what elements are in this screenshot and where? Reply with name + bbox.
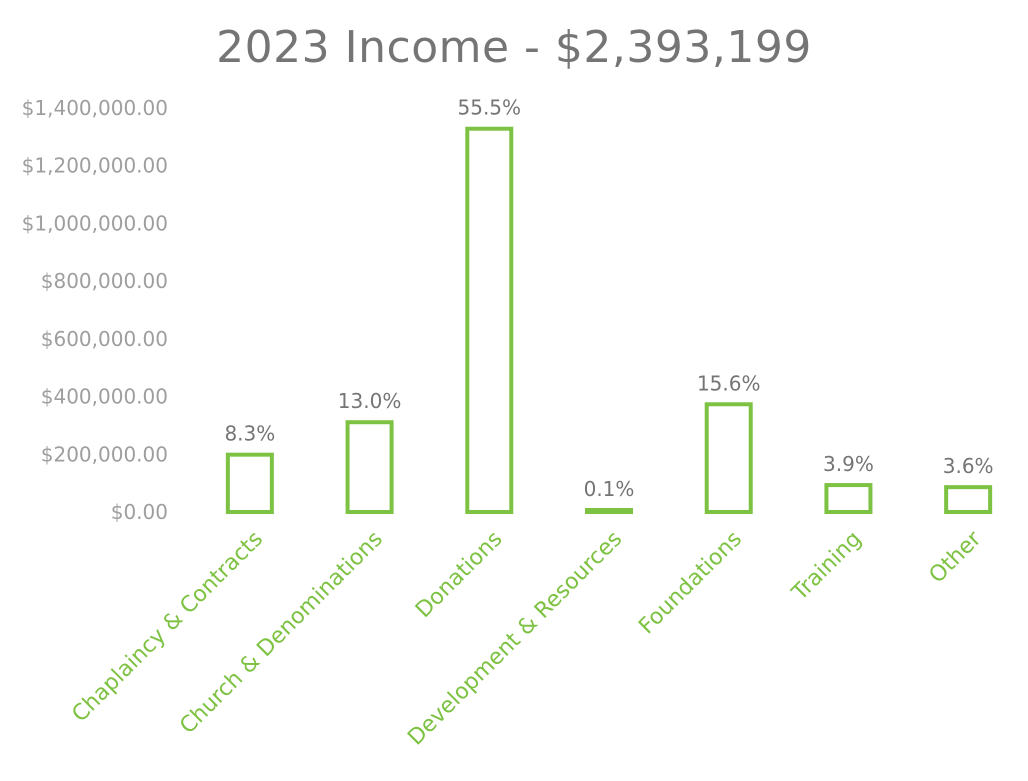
x-tick-label: Training	[787, 527, 867, 607]
y-tick-label: $200,000.00	[41, 442, 168, 466]
y-tick-label: $600,000.00	[41, 327, 168, 351]
data-label: 3.6%	[943, 454, 994, 478]
x-tick-label: Development & Resources	[403, 527, 627, 751]
data-label: 13.0%	[338, 389, 402, 413]
bar	[465, 126, 514, 514]
x-tick-label: Foundations	[634, 527, 747, 640]
bar	[704, 402, 753, 515]
x-tick-label: Chaplaincy & Contracts	[67, 527, 268, 728]
bar	[944, 485, 993, 514]
bar	[345, 420, 394, 515]
bar	[585, 508, 633, 514]
chart-title: 2023 Income - $2,393,199	[216, 22, 812, 73]
y-tick-label: $400,000.00	[41, 385, 168, 409]
x-tick-label: Donations	[411, 527, 507, 623]
bars	[225, 126, 993, 515]
data-labels: 8.3% 13.0% 55.5% 0.1% 15.6% 3.9% 3.6%	[224, 96, 993, 501]
x-tick-label: Other	[925, 526, 988, 589]
data-label: 8.3%	[224, 422, 275, 446]
y-axis: $0.00 $200,000.00 $400,000.00 $600,000.00 $8…	[22, 96, 168, 524]
x-tick-label: Church & Denominations	[175, 527, 387, 739]
y-tick-label: $0.00	[111, 500, 168, 524]
data-label: 3.9%	[823, 452, 874, 476]
data-label: 0.1%	[584, 477, 635, 501]
y-tick-label: $1,000,000.00	[22, 211, 168, 235]
bar	[824, 483, 873, 515]
data-label: 55.5%	[458, 96, 522, 120]
data-label: 15.6%	[697, 371, 761, 395]
y-tick-label: $800,000.00	[41, 269, 168, 293]
y-tick-label: $1,400,000.00	[22, 96, 168, 120]
bar	[225, 452, 274, 515]
y-tick-label: $1,200,000.00	[22, 154, 168, 178]
